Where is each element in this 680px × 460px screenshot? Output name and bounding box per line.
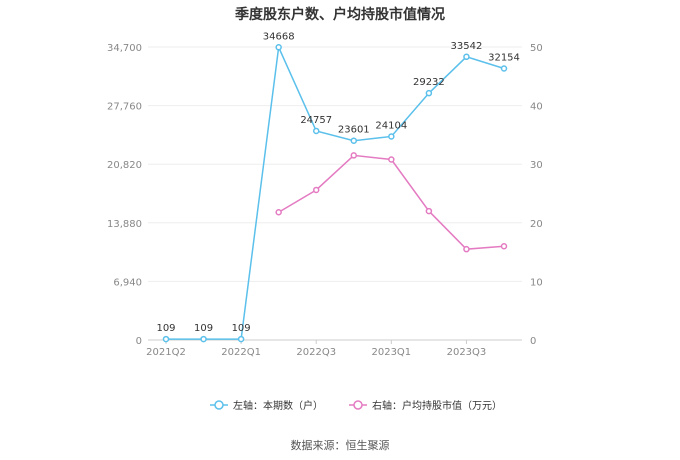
source-note: 数据来源：恒生聚源 bbox=[290, 439, 390, 452]
data-label: 24104 bbox=[375, 120, 407, 131]
right-axis-tick-label: 50 bbox=[530, 43, 543, 54]
left-axis-tick-label: 34,700 bbox=[107, 43, 142, 54]
left-axis-tick-label: 13,880 bbox=[107, 219, 142, 230]
data-point bbox=[237, 335, 245, 343]
x-axis-tick-label: 2023Q1 bbox=[371, 347, 411, 358]
right-axis-tick-label: 10 bbox=[530, 277, 543, 288]
right-axis-tick-label: 30 bbox=[530, 160, 543, 171]
data-point bbox=[500, 65, 508, 72]
series-line-2 bbox=[278, 154, 505, 250]
legend-marker bbox=[353, 400, 363, 410]
right-axis-tick-label: 0 bbox=[530, 336, 536, 347]
left-axis-tick-label: 6,940 bbox=[113, 277, 142, 288]
right-axis-tick-label: 40 bbox=[530, 102, 543, 113]
left-axis-tick-label: 20,820 bbox=[107, 160, 142, 171]
data-point bbox=[463, 245, 470, 253]
legend-label: 左轴：本期数（户） bbox=[233, 399, 323, 412]
data-label: 32154 bbox=[488, 52, 520, 63]
data-point bbox=[275, 44, 282, 51]
data-point bbox=[275, 209, 282, 216]
data-label: 24757 bbox=[300, 115, 332, 126]
data-label: 23601 bbox=[338, 125, 370, 136]
data-label: 109 bbox=[156, 323, 175, 334]
data-label: 109 bbox=[232, 323, 251, 334]
data-label: 33542 bbox=[451, 41, 483, 52]
legend-marker bbox=[214, 400, 224, 410]
left-axis-tick-label: 27,760 bbox=[107, 102, 142, 113]
data-point bbox=[388, 156, 395, 163]
data-point bbox=[500, 242, 508, 250]
data-label: 29232 bbox=[413, 77, 445, 88]
data-point bbox=[162, 335, 170, 343]
x-axis-tick-label: 2021Q2 bbox=[146, 347, 186, 358]
left-axis-tick-label: 0 bbox=[136, 336, 142, 347]
data-point bbox=[312, 127, 320, 135]
series-line-1 bbox=[166, 44, 505, 340]
data-label: 109 bbox=[194, 323, 213, 334]
data-point bbox=[350, 152, 358, 159]
chart-title: 季度股东户数、户均持股市值情况 bbox=[235, 7, 445, 23]
data-point bbox=[312, 186, 320, 194]
right-axis-tick-label: 20 bbox=[530, 219, 543, 230]
x-axis-tick-label: 2023Q3 bbox=[447, 347, 487, 358]
data-point bbox=[425, 207, 433, 215]
x-axis-tick-label: 2022Q3 bbox=[296, 347, 336, 358]
data-point bbox=[463, 53, 470, 61]
legend-label: 右轴：户均持股市值（万元） bbox=[372, 399, 502, 412]
data-point bbox=[350, 137, 358, 144]
data-label: 34668 bbox=[263, 31, 295, 42]
data-point bbox=[425, 89, 433, 97]
x-axis-tick-label: 2022Q1 bbox=[221, 347, 261, 358]
data-point bbox=[200, 335, 207, 343]
data-point bbox=[388, 133, 395, 140]
